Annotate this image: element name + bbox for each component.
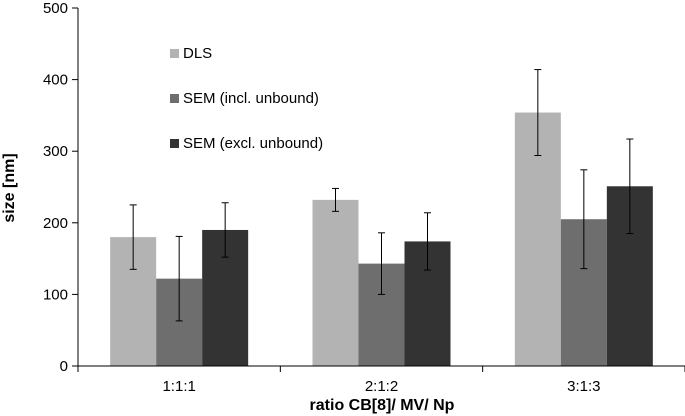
bar-dls-2-1-2: [312, 199, 359, 366]
y-tick-label: 500: [43, 0, 68, 17]
x-ticks: 1:1:1 2:1:2 3:1:3: [77, 366, 685, 395]
error-bars-layer: [129, 69, 634, 322]
legend-label: SEM (incl. unbound): [183, 90, 319, 107]
error-bar: [580, 169, 588, 270]
y-axis-title: size [nm]: [1, 153, 18, 222]
x-axis-title: ratio CB[8]/ MV/ Np: [310, 397, 455, 414]
error-bar: [424, 212, 431, 271]
error-bar: [534, 69, 542, 156]
error-bar: [332, 187, 339, 212]
legend-swatch: [170, 49, 179, 58]
y-tick-label: 300: [43, 143, 68, 160]
legend-item: SEM (excl. unbound): [170, 135, 323, 152]
y-tick-label: 0: [60, 358, 68, 375]
y-tick-label: 400: [43, 72, 68, 89]
x-tick-label: 2:1:2: [365, 378, 398, 395]
bars-layer: [110, 112, 653, 366]
error-bar: [378, 232, 385, 295]
legend-swatch: [170, 94, 179, 103]
legend-label: SEM (excl. unbound): [183, 135, 323, 152]
error-bar: [129, 204, 137, 270]
x-tick-label: 3:1:3: [567, 378, 600, 395]
x-tick-label: 1:1:1: [162, 378, 195, 395]
legend: DLS SEM (incl. unbound) SEM (excl. unbound…: [170, 45, 323, 152]
y-ticks: 0 100 200 300 400 500: [43, 0, 78, 375]
legend-item: DLS: [170, 45, 212, 62]
legend-item: SEM (incl. unbound): [170, 90, 319, 107]
y-tick-label: 200: [43, 215, 68, 232]
y-tick-label: 100: [43, 286, 68, 303]
error-bar: [221, 202, 229, 258]
error-bar: [626, 138, 634, 235]
error-bar: [175, 235, 183, 322]
legend-label: DLS: [183, 45, 212, 62]
legend-swatch: [170, 139, 179, 148]
